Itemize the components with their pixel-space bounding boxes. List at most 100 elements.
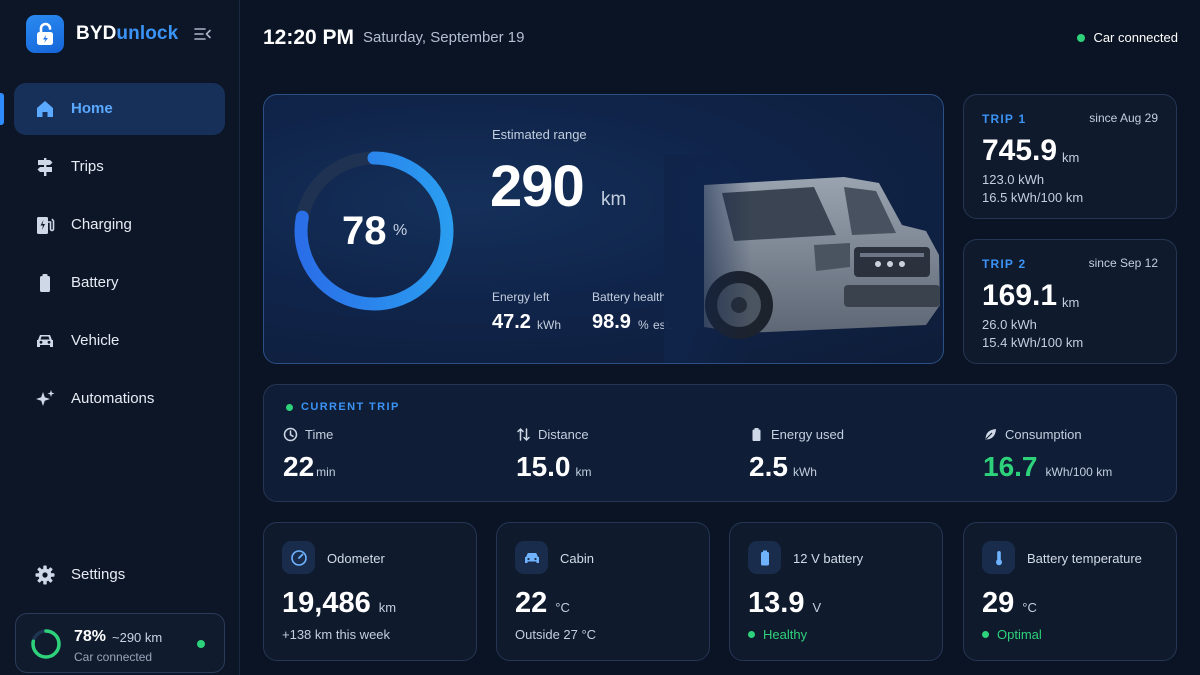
trip-since: since Sep 12 [1088,256,1158,270]
trip-distance: 169.1 [982,279,1058,312]
tile-status: Optimal [982,627,1042,642]
collapse-sidebar-icon[interactable] [194,26,212,42]
trip-energy: 123.0 kWh [982,172,1045,187]
trip-energy: 26.0 kWh [982,317,1037,332]
sidebar-item-battery[interactable]: Battery [14,257,225,309]
sidebar-item-settings[interactable]: Settings [14,549,225,601]
status-dot [982,631,989,638]
cabin-tile[interactable]: Cabin 22 °C Outside 27 °C [496,522,710,661]
metric-label: Time [305,427,334,442]
car-icon [34,330,56,352]
energy-left-unit: kWh [537,318,561,332]
sidebar-item-automations[interactable]: Automations [14,373,225,425]
live-status-dot [286,403,293,411]
trip-since: since Aug 29 [1089,111,1158,125]
metric-unit: kWh/100 km [1045,465,1113,479]
status-subtitle: Car connected [74,650,153,664]
tile-value: 13.9 [748,587,805,619]
energy-left-value: 47.2 [492,311,531,333]
tile-unit: °C [1022,600,1037,615]
trip-consumption: 16.5 kWh/100 km [982,190,1084,205]
trip-1-card[interactable]: TRIP 1 since Aug 29 745.9 km 123.0 kWh 1… [963,94,1177,219]
sidebar: BYDunlock Home Trips Charging Battery [0,0,240,675]
trip-energy-metric: Energy used 2.5 kWh [749,427,844,483]
battery-icon [748,541,781,574]
tile-subtext: Outside 27 °C [515,627,597,642]
sparkles-icon [34,388,56,410]
12v-battery-tile[interactable]: 12 V battery 13.9 V Healthy [729,522,943,661]
brand-name: BYDunlock [76,23,178,45]
sidebar-item-vehicle[interactable]: Vehicle [14,315,225,367]
charging-station-icon [34,214,56,236]
trip-distance: 745.9 [982,134,1058,167]
battery-temperature-tile[interactable]: Battery temperature 29 °C Optimal [963,522,1177,661]
sidebar-item-charging[interactable]: Charging [14,199,225,251]
connection-status: Car connected [1077,30,1178,45]
brand[interactable]: BYDunlock [26,15,178,53]
tile-unit: km [378,600,397,615]
battery-health-value: 98.9 [592,311,631,333]
current-trip-title-text: CURRENT TRIP [301,401,400,413]
unlock-logo-icon [26,15,64,53]
tile-unit: V [812,600,822,615]
tile-title: 12 V battery [793,551,864,566]
connection-status-dot [197,640,205,648]
sidebar-item-home[interactable]: Home [14,83,225,135]
connection-label: Car connected [1093,30,1178,45]
range-label: Estimated range [492,127,587,142]
battery-health-unit: % [638,318,649,332]
odometer-tile[interactable]: Odometer 19,486 km +138 km this week [263,522,477,661]
status-percent: 78% [74,628,107,645]
sidebar-item-trips[interactable]: Trips [14,141,225,193]
trip-distance-unit: km [1062,150,1080,165]
connection-status-dot [1077,33,1086,42]
tile-value: 29 [982,587,1015,619]
sidebar-item-label: Trips [71,158,104,175]
range-value: 290 [490,154,585,219]
sidebar-item-label: Battery [71,274,119,291]
clock-time: 12:20 PM [263,26,355,49]
tile-subtext: Optimal [997,627,1042,642]
metric-value: 2.5 [749,451,788,482]
home-icon [34,98,56,120]
sidebar-item-label: Home [71,100,113,117]
sidebar-item-label: Automations [71,390,155,407]
battery-ring [294,151,454,311]
metric-label: Energy used [771,427,844,442]
sidebar-item-label: Vehicle [71,332,120,349]
leaf-icon [985,429,996,440]
active-nav-indicator [0,93,4,125]
status-range: ~290 km [112,630,163,645]
range-unit: km [601,189,627,210]
thermometer-icon [982,541,1015,574]
trip-distance-unit: km [1062,295,1080,310]
metric-unit: kWh [792,465,817,479]
tile-subtext: Healthy [763,627,808,642]
signpost-icon [34,156,56,178]
trip-2-card[interactable]: TRIP 2 since Sep 12 169.1 km 26.0 kWh 15… [963,239,1177,364]
tile-value: 22 [515,587,548,619]
current-trip-card[interactable]: CURRENT TRIP Time 22 min Distance 15.0 k… [263,384,1177,502]
sidebar-item-label: Settings [71,566,126,583]
trip-distance-metric: Distance 15.0 km [516,427,592,483]
metric-label: Distance [538,427,589,442]
battery-icon [34,272,56,294]
vehicle-image [664,155,943,363]
metric-value: 16.7 [983,451,1038,482]
tile-subtext: +138 km this week [282,627,391,642]
battery-ring-small [31,629,61,659]
current-trip-title: CURRENT TRIP [286,401,400,413]
tile-title: Battery temperature [1027,551,1142,566]
sidebar-status-card[interactable]: 78% ~290 km Car connected [15,613,225,673]
trip-label: TRIP 2 [982,257,1027,271]
tile-status: Healthy [748,627,807,642]
status-dot [748,631,755,638]
battery-overview-card[interactable]: 78 % Estimated range 290 km Energy left … [263,94,944,364]
sidebar-item-label: Charging [71,216,132,233]
battery-percent: 78 [342,209,387,253]
trip-consumption-metric: Consumption 16.7 kWh/100 km [983,427,1112,483]
clock-icon [283,427,298,442]
battery-health-label: Battery health [592,290,667,304]
metric-value: 22 [283,451,315,482]
current-date: Saturday, September 19 [363,29,525,46]
